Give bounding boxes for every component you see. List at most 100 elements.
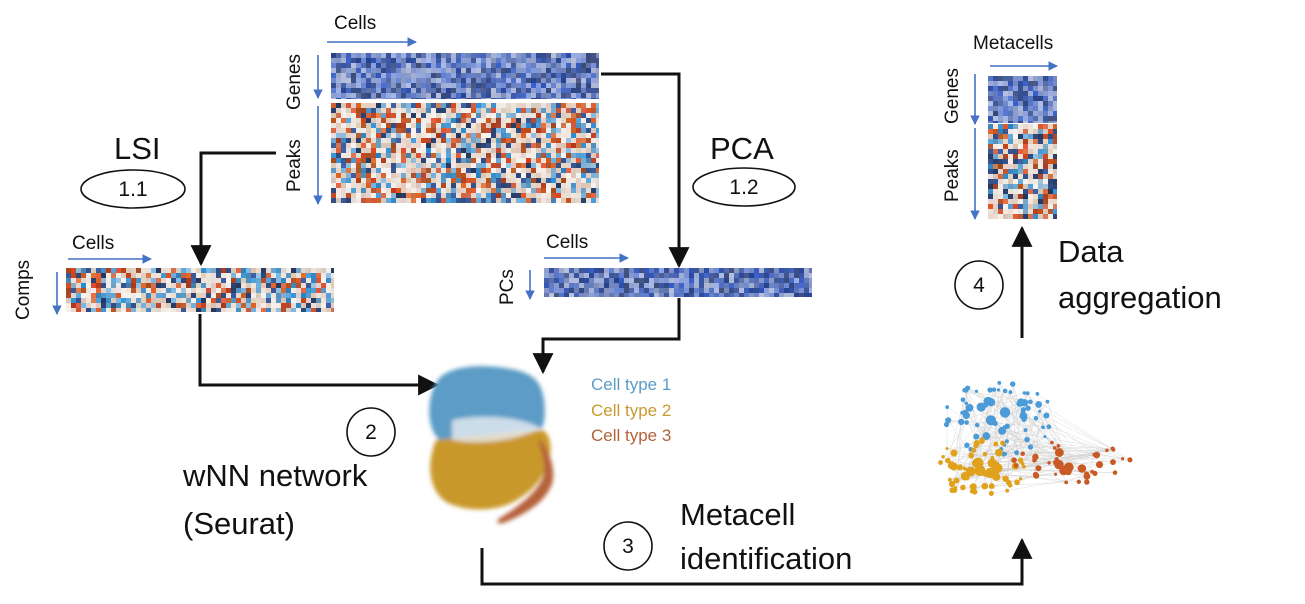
step-1-1-label: 1.1 [118,178,148,201]
graph-node [1002,388,1008,394]
step-3-circle [603,521,653,571]
cells-pca-label: Cells [546,232,589,253]
legend-cell-type-1: Cell type 1 [591,375,672,394]
identification-label: identification [680,541,853,576]
pca-to-wnn-arrow [532,298,681,375]
graph-node [997,380,1002,385]
graph-node [1110,446,1115,451]
graph-node [1027,399,1033,405]
graph-node [953,477,960,484]
graph-node [945,446,949,451]
graph-node [993,463,1003,473]
graph-node [1060,451,1064,456]
graph-node [1092,452,1097,457]
graph-node [979,437,985,443]
graph-node [1064,480,1069,485]
graph-node [988,483,995,490]
graph-node [1020,407,1026,413]
graph-node [1083,472,1091,480]
graph-node [1022,464,1026,469]
legend-cell-type-3: Cell type 3 [591,426,672,445]
genes-meta-label: Genes [942,68,963,124]
graph-node [1047,461,1051,465]
graph-node [1045,399,1050,404]
graph-node [982,432,991,440]
graph-node [949,487,956,494]
step-1-1-ellipse [80,169,186,209]
graph-node [1054,456,1059,462]
graph-node [1014,479,1020,486]
graph-node [981,482,989,490]
graph-node [1054,472,1058,476]
graph-node [996,388,1001,392]
graph-node [1076,479,1082,484]
graph-node [969,483,977,491]
graph-node [1002,475,1009,482]
step-2-label: 2 [365,421,377,444]
graph-node [972,457,984,469]
genes-heatmap [331,53,599,99]
step-2-circle [346,407,396,457]
graph-node [941,455,945,459]
aggregation-label: aggregation [1058,280,1222,315]
graph-node [943,421,950,428]
graph-node [964,420,969,425]
seurat-label: (Seurat) [183,506,295,541]
graph-node [962,387,967,393]
metacells-label: Metacells [973,33,1054,54]
graph-node [1004,439,1009,444]
graph-node [1033,415,1039,421]
graph-node [1014,450,1020,456]
lsi-arrow [190,151,276,267]
pca-arrow [601,72,690,269]
step-4-label: 4 [973,274,985,297]
graph-node [1084,479,1090,485]
metacell-graph [938,380,1133,496]
graph-node [998,426,1007,435]
metacell-label: Metacell [680,497,796,532]
cells-top-label: Cells [334,13,377,34]
step-1-2-label: 1.2 [729,176,759,199]
pcs-label: PCs [497,269,518,305]
graph-node [963,474,970,481]
graph-node [965,403,974,412]
graph-node [1105,448,1109,453]
graph-node [947,477,952,482]
graph-node [1009,381,1016,387]
graph-node [1023,428,1028,433]
graph-node [1046,424,1052,430]
graph-node [964,442,970,449]
pca-label: PCA [710,131,774,166]
graph-node [1056,443,1061,448]
graph-node [1043,435,1047,439]
graph-node [976,402,986,412]
graph-node [1058,461,1064,467]
graph-node [1008,390,1013,395]
graph-node [938,460,943,465]
graph-node [1000,440,1006,446]
lsi-label: LSI [114,131,161,166]
pca-components-heatmap [544,268,812,297]
graph-node [982,451,988,457]
peaks-top-label: Peaks [284,139,305,192]
graph-node [1025,405,1031,411]
graph-node [1022,391,1027,395]
wnn-network-label: wNN network [183,458,368,493]
graph-node [965,466,976,477]
graph-node [973,443,979,449]
cells-lsi-label: Cells [72,233,115,254]
graph-node [1035,392,1040,396]
graph-node [1032,457,1037,463]
data-label: Data [1058,234,1124,269]
graph-node [960,484,966,491]
graph-node [957,464,963,470]
graph-node [1007,483,1013,488]
graph-node [1032,471,1039,478]
graph-node [1127,457,1133,463]
graph-node [1021,417,1027,423]
step-3-label: 3 [622,535,634,558]
graph-node [1112,470,1118,475]
graph-node [986,398,996,407]
graph-node [1052,446,1057,450]
